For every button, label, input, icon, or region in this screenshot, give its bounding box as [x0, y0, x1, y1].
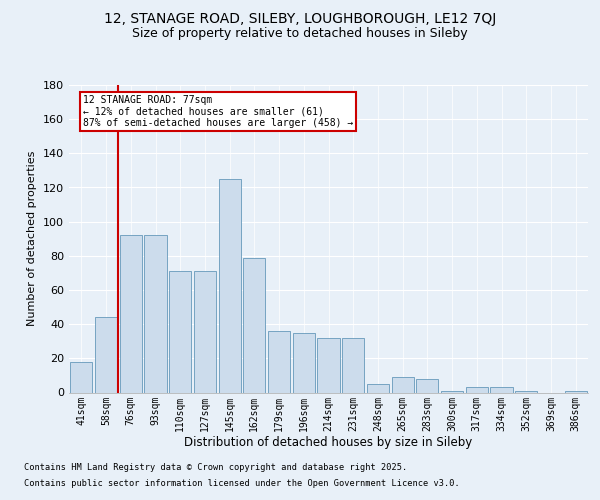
- Y-axis label: Number of detached properties: Number of detached properties: [28, 151, 37, 326]
- Text: Size of property relative to detached houses in Sileby: Size of property relative to detached ho…: [132, 28, 468, 40]
- Bar: [70, 362, 92, 392]
- Bar: [565, 391, 587, 392]
- Bar: [515, 391, 538, 392]
- Bar: [218, 179, 241, 392]
- Bar: [95, 318, 117, 392]
- Bar: [490, 388, 512, 392]
- Text: 12 STANAGE ROAD: 77sqm
← 12% of detached houses are smaller (61)
87% of semi-det: 12 STANAGE ROAD: 77sqm ← 12% of detached…: [83, 95, 353, 128]
- Bar: [441, 391, 463, 392]
- Text: 12, STANAGE ROAD, SILEBY, LOUGHBOROUGH, LE12 7QJ: 12, STANAGE ROAD, SILEBY, LOUGHBOROUGH, …: [104, 12, 496, 26]
- Bar: [145, 236, 167, 392]
- Bar: [466, 388, 488, 392]
- Bar: [367, 384, 389, 392]
- Text: Contains HM Land Registry data © Crown copyright and database right 2025.: Contains HM Land Registry data © Crown c…: [24, 462, 407, 471]
- Text: Contains public sector information licensed under the Open Government Licence v3: Contains public sector information licen…: [24, 479, 460, 488]
- Bar: [194, 271, 216, 392]
- Bar: [268, 331, 290, 392]
- Bar: [416, 379, 439, 392]
- X-axis label: Distribution of detached houses by size in Sileby: Distribution of detached houses by size …: [184, 436, 473, 449]
- Bar: [293, 332, 315, 392]
- Bar: [342, 338, 364, 392]
- Bar: [169, 271, 191, 392]
- Bar: [317, 338, 340, 392]
- Bar: [392, 377, 414, 392]
- Bar: [119, 236, 142, 392]
- Bar: [243, 258, 265, 392]
